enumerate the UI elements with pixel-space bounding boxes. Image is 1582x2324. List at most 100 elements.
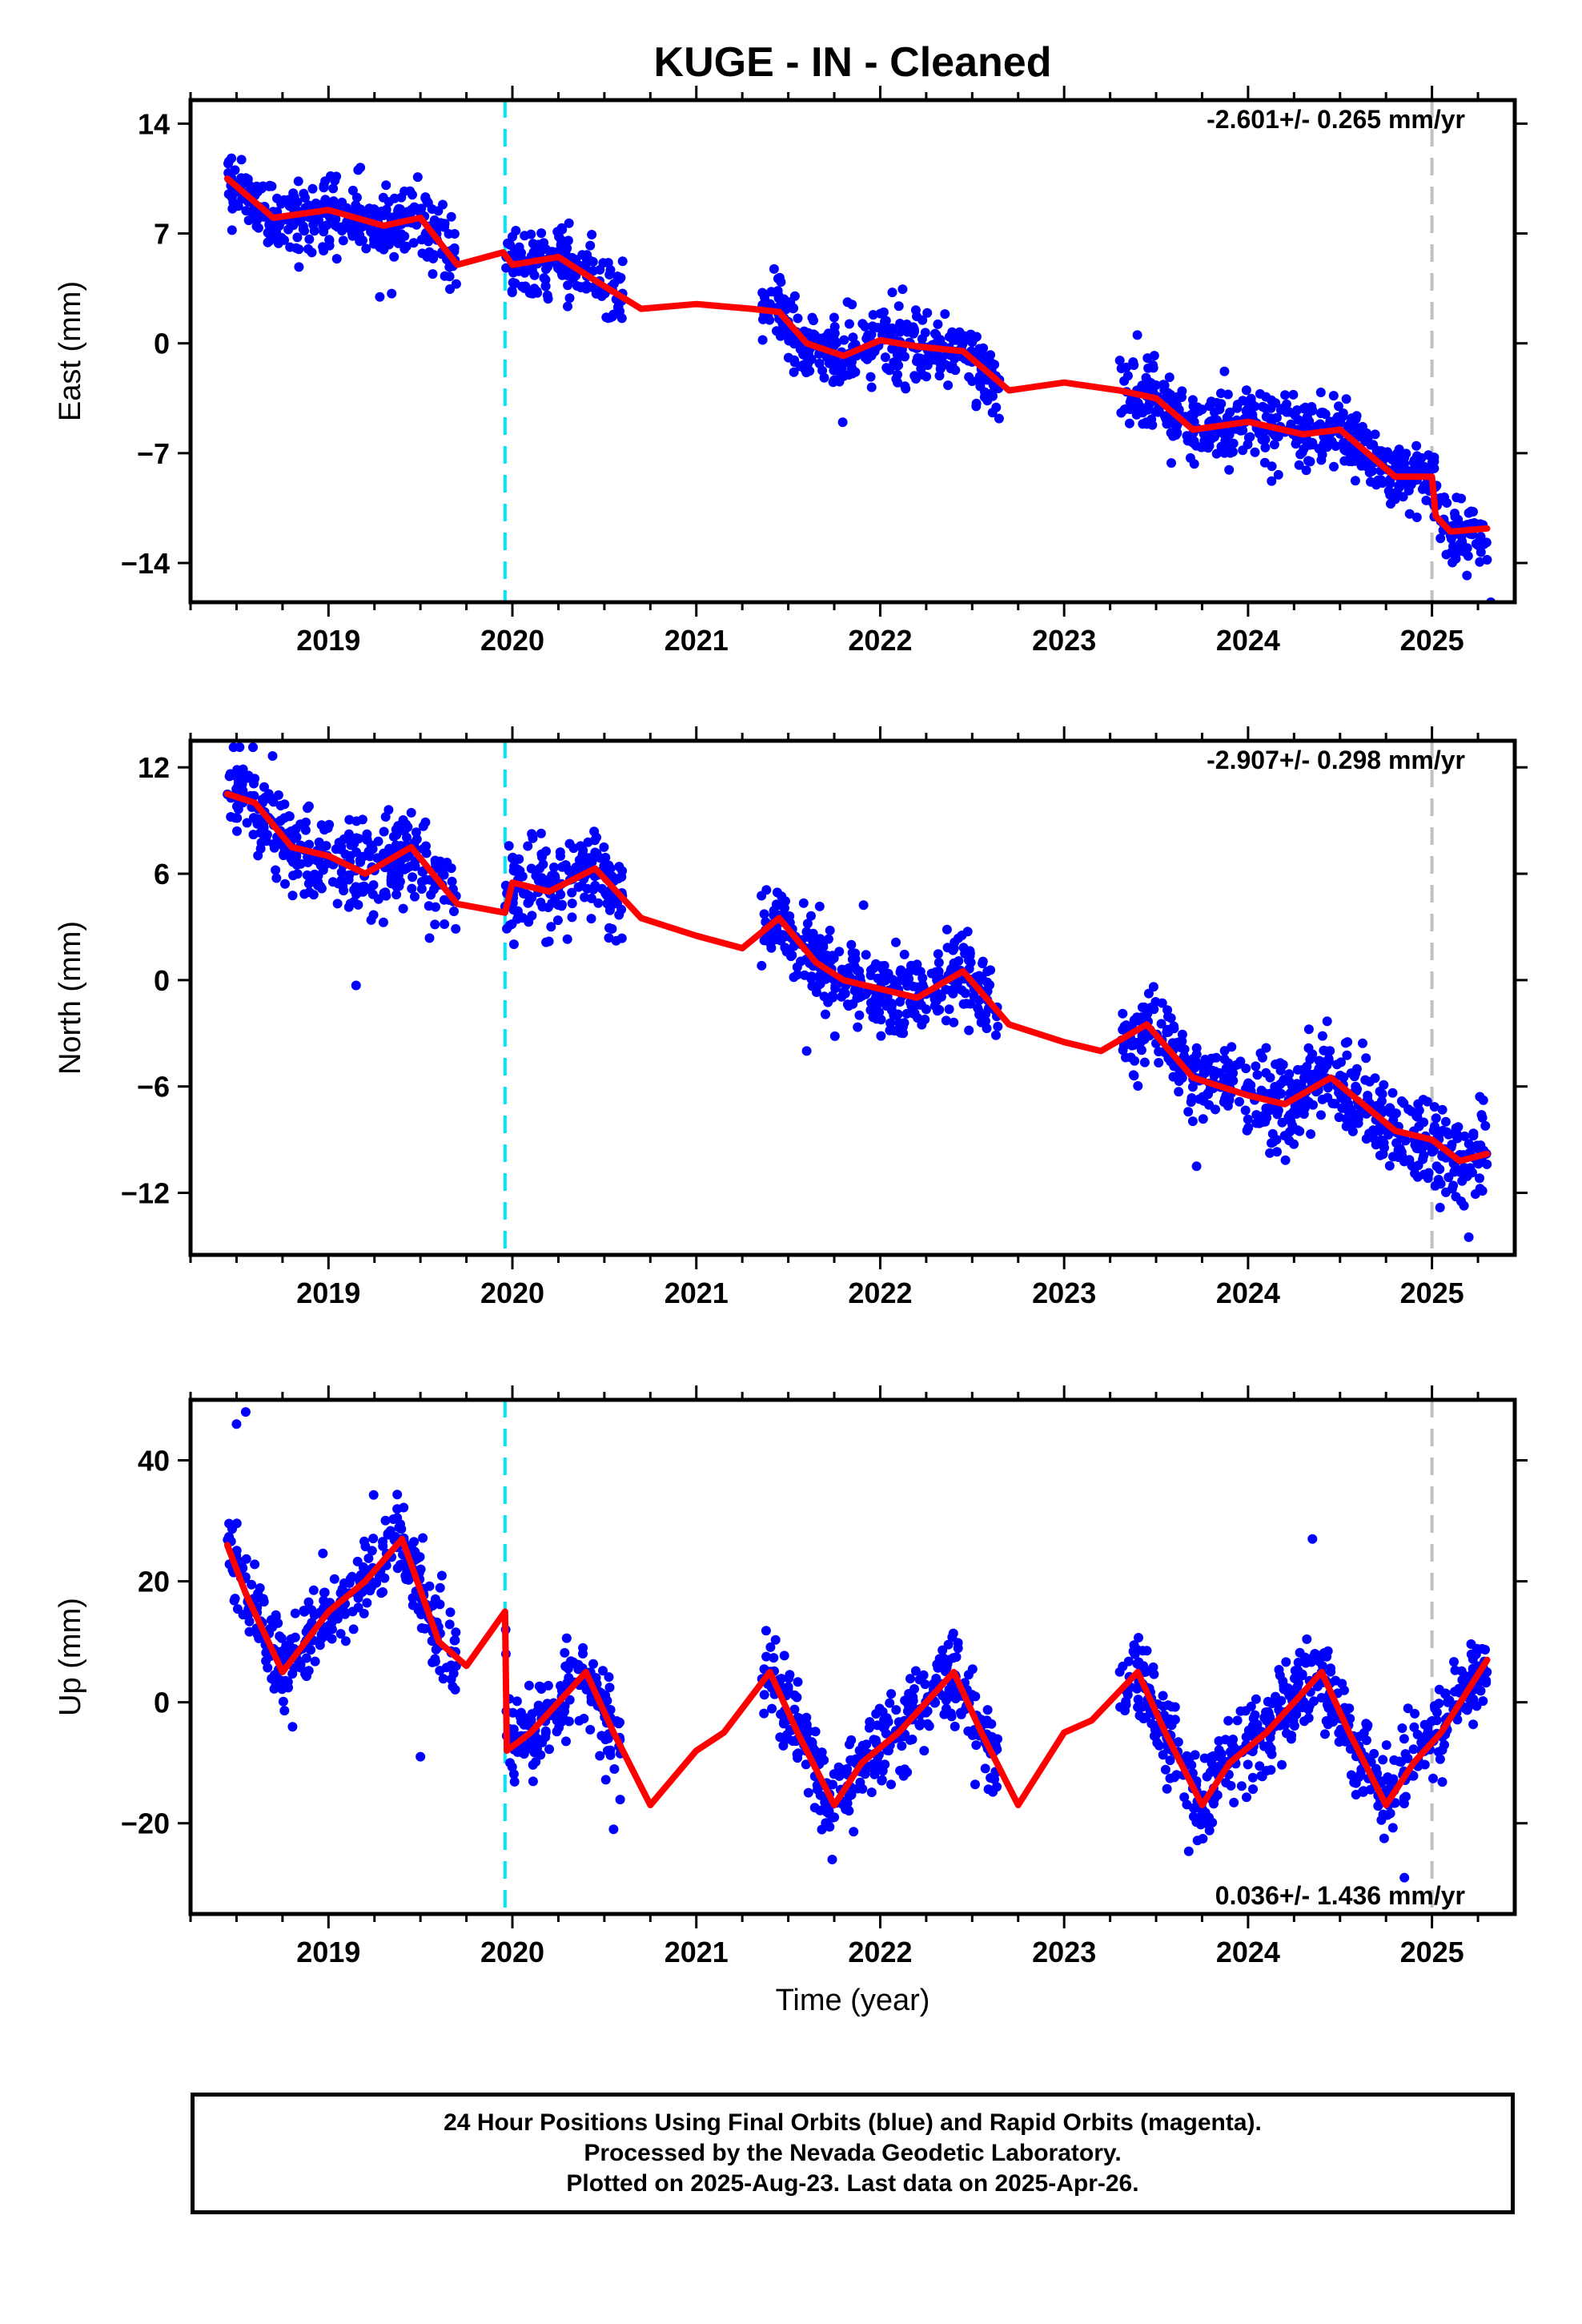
data-point	[1482, 555, 1492, 565]
data-point	[321, 841, 331, 851]
data-point	[362, 1598, 372, 1608]
data-point	[1460, 1131, 1470, 1141]
data-point	[967, 1730, 978, 1740]
data-point	[899, 949, 909, 959]
footer-line-2: Processed by the Nevada Geodetic Laborat…	[584, 2140, 1122, 2166]
data-point	[1411, 513, 1422, 522]
data-point	[877, 1707, 888, 1717]
data-point	[329, 1574, 339, 1584]
data-point	[378, 1537, 387, 1547]
data-point	[950, 365, 961, 376]
data-point	[1462, 570, 1472, 581]
data-point	[1339, 1685, 1349, 1695]
data-point	[828, 992, 838, 1003]
data-point	[860, 321, 870, 332]
data-point	[982, 1023, 992, 1034]
y-tick-label: −7	[137, 437, 170, 470]
data-point	[1281, 1657, 1291, 1667]
data-point	[845, 1739, 854, 1750]
data-point	[853, 1022, 863, 1032]
data-point	[422, 195, 432, 206]
data-point	[1174, 1076, 1184, 1086]
data-point	[1187, 1082, 1198, 1092]
data-point	[1182, 1799, 1192, 1810]
data-point	[232, 826, 242, 836]
data-point	[1472, 1140, 1482, 1151]
data-point	[435, 1666, 445, 1676]
data-point	[946, 1711, 957, 1722]
data-point	[880, 1721, 890, 1731]
data-point	[1190, 1750, 1200, 1760]
data-point	[536, 897, 546, 907]
data-point	[449, 907, 459, 916]
y-tick-label: 0	[154, 1687, 170, 1719]
data-point	[900, 1695, 910, 1706]
rate-annotation: -2.601+/- 0.265 mm/yr	[1207, 105, 1465, 134]
data-point	[231, 801, 242, 811]
data-point	[1183, 1755, 1193, 1766]
data-point	[1345, 1118, 1355, 1128]
data-point	[1303, 456, 1313, 466]
data-point-outlier	[1307, 1534, 1318, 1544]
data-point	[994, 413, 1004, 424]
data-point	[303, 801, 314, 811]
data-point	[1257, 1052, 1267, 1063]
data-point	[1437, 1151, 1447, 1161]
data-point	[1363, 1091, 1373, 1100]
data-point	[971, 1740, 982, 1751]
data-point	[561, 1736, 571, 1747]
data-point	[515, 866, 525, 876]
data-point	[306, 1645, 316, 1655]
data-point	[1148, 360, 1158, 370]
data-point	[381, 231, 391, 242]
data-point	[915, 357, 926, 368]
data-point	[858, 900, 869, 911]
data-point	[849, 1827, 859, 1837]
data-point	[287, 891, 298, 901]
data-point	[793, 313, 803, 324]
data-point	[1134, 1633, 1143, 1642]
data-point	[1302, 1061, 1312, 1072]
data-point	[1261, 1068, 1271, 1078]
data-point	[1329, 461, 1339, 472]
data-point	[942, 1663, 952, 1673]
data-point	[299, 188, 309, 199]
data-point	[789, 1704, 800, 1715]
data-point	[1247, 1721, 1258, 1731]
data-point	[308, 1585, 319, 1595]
data-point	[926, 968, 937, 979]
data-point	[1428, 1773, 1438, 1783]
data-point	[987, 408, 998, 418]
data-point	[1266, 1765, 1276, 1775]
data-point	[387, 288, 397, 299]
data-point	[563, 301, 572, 312]
data-point	[616, 872, 627, 882]
data-point	[230, 165, 240, 175]
data-point	[1255, 388, 1265, 399]
footer-box: 24 Hour Positions Using Final Orbits (bl…	[191, 2093, 1515, 2214]
data-point	[302, 870, 312, 880]
data-point	[1235, 1056, 1246, 1067]
data-point	[1306, 1129, 1316, 1140]
data-point	[562, 270, 572, 280]
data-point	[986, 350, 996, 360]
data-point	[1403, 1703, 1413, 1714]
footer-line-1: 24 Hour Positions Using Final Orbits (bl…	[444, 2109, 1262, 2136]
panel-frame-up	[188, 1397, 1517, 1916]
x-tick-label: 2024	[1216, 624, 1280, 657]
data-point	[537, 242, 548, 252]
data-point	[548, 870, 559, 881]
data-point	[877, 1775, 887, 1785]
data-point	[406, 807, 416, 818]
data-point	[1149, 1669, 1159, 1679]
data-point	[883, 999, 893, 1009]
data-point	[1118, 1045, 1128, 1055]
data-point-outlier	[1191, 1161, 1202, 1172]
data-point	[1267, 461, 1277, 472]
data-point	[868, 310, 878, 320]
data-point	[941, 1015, 951, 1026]
data-point	[967, 376, 978, 386]
data-point	[897, 284, 908, 295]
data-point	[839, 335, 849, 345]
data-point	[338, 235, 348, 246]
